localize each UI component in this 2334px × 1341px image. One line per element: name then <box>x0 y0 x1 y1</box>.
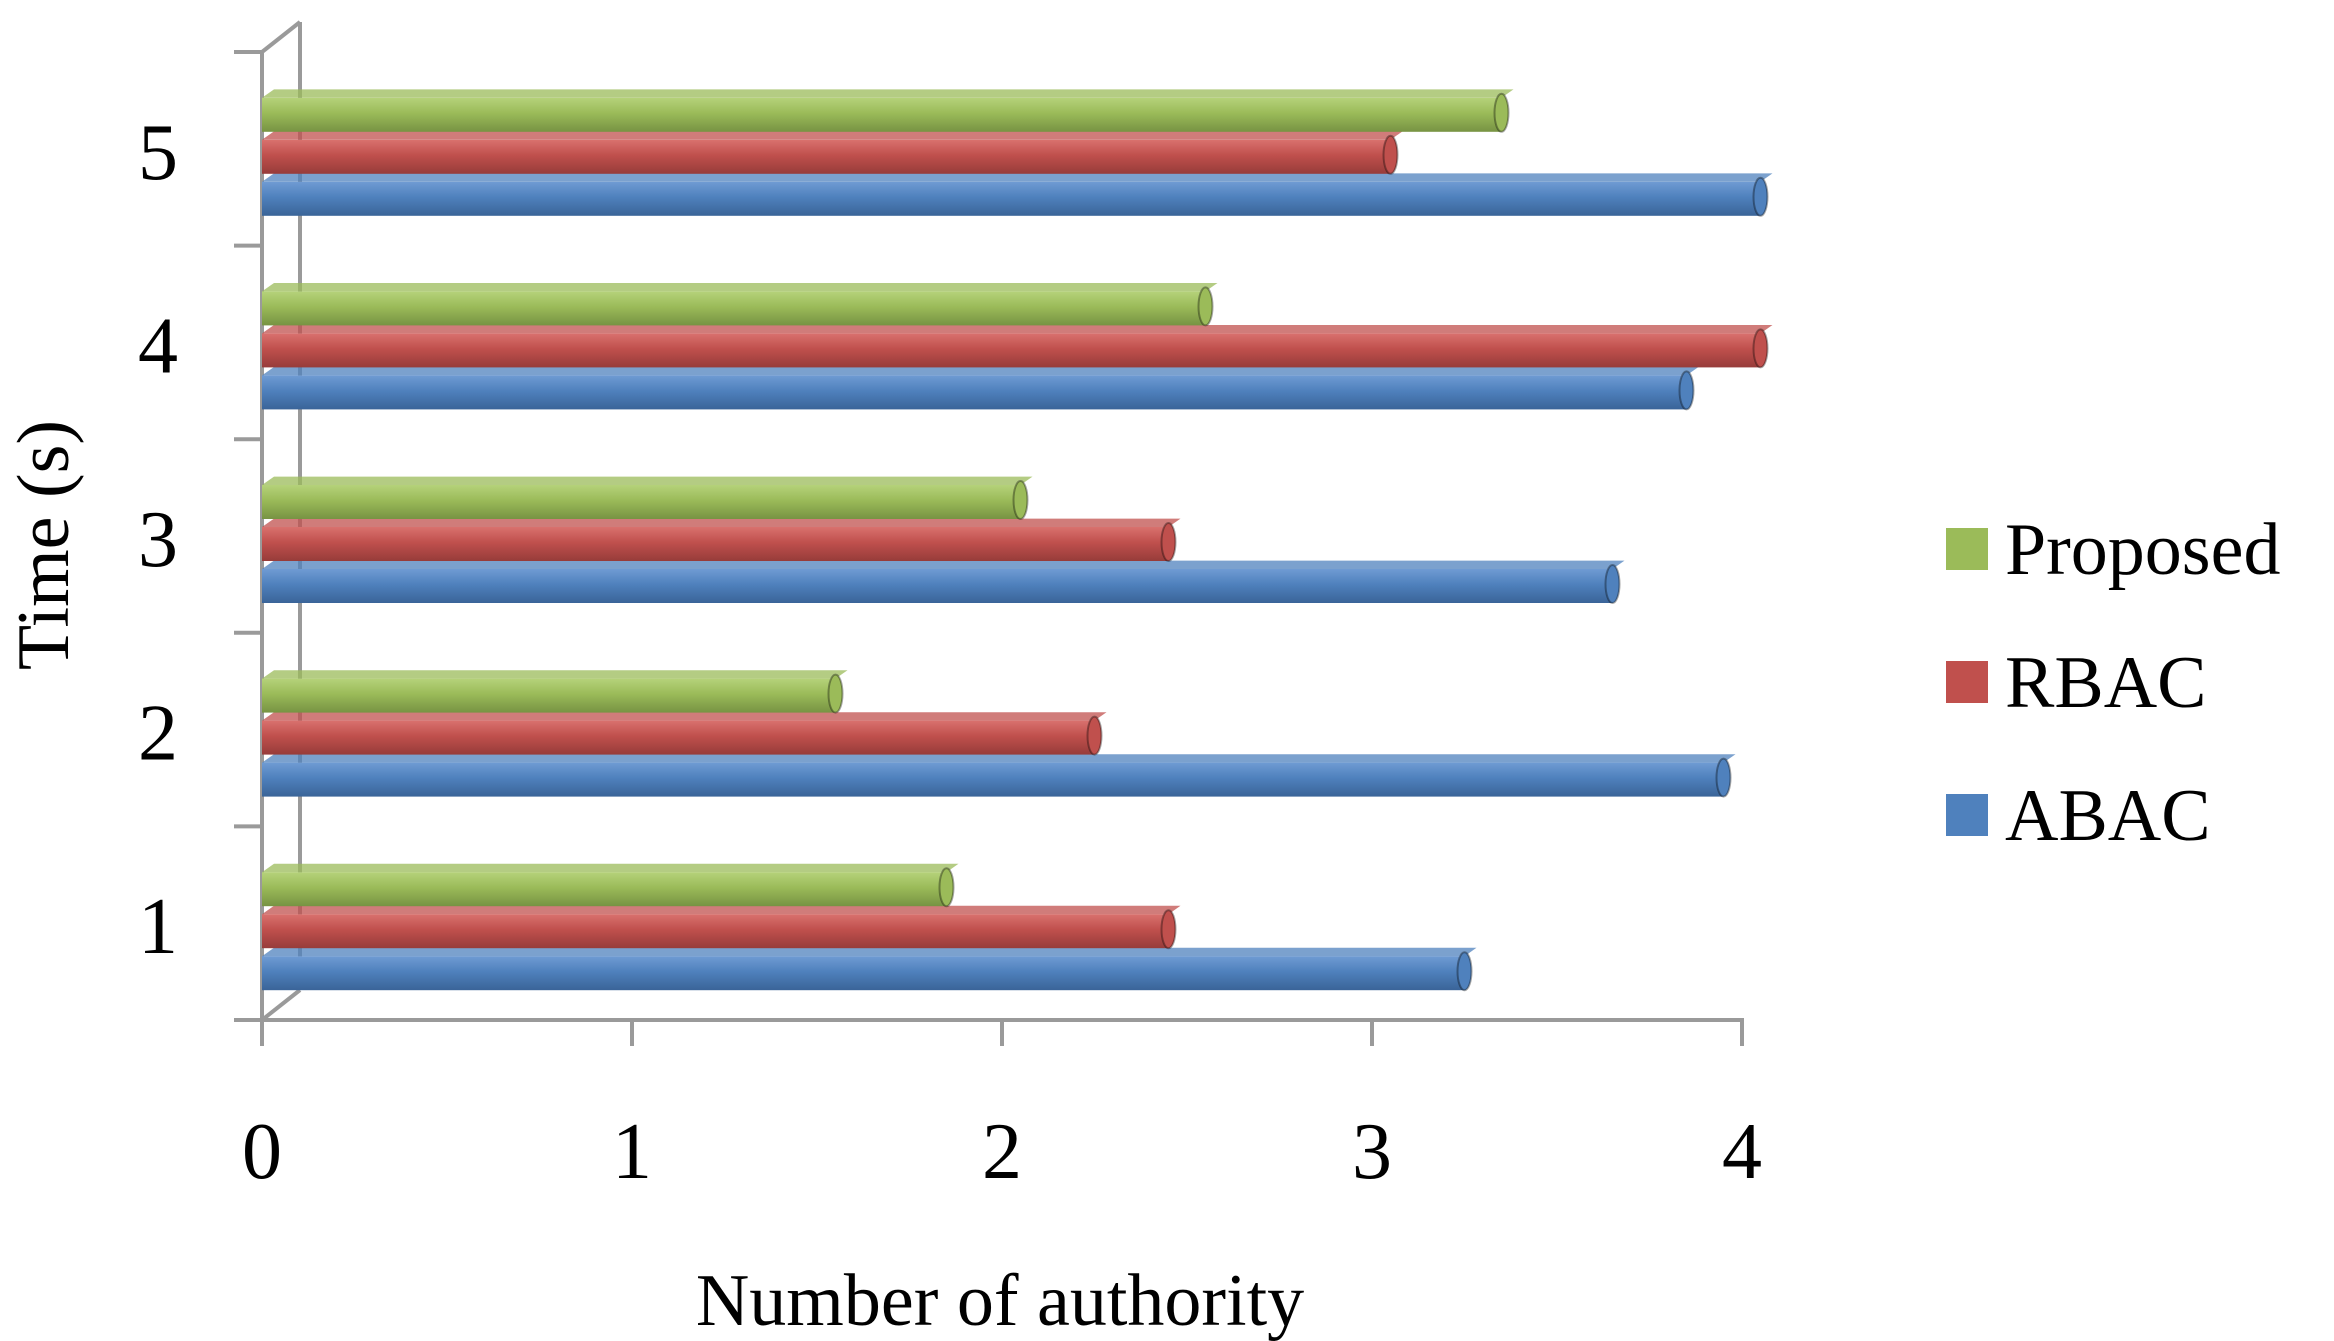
legend: Proposed RBAC ABAC <box>1946 509 2280 857</box>
x-tick-label: 2 <box>982 1108 1022 1196</box>
bar-rbac-5 <box>262 131 1403 175</box>
bar-abac-2 <box>262 754 1736 798</box>
bar-abac-5 <box>262 173 1773 217</box>
bar-proposed-3 <box>262 476 1033 520</box>
bars-group <box>262 89 1773 992</box>
legend-item-proposed: Proposed <box>1946 509 2280 591</box>
depth-line-top <box>260 20 302 54</box>
bar-rbac-1 <box>262 905 1181 950</box>
y-tick-labels: 1 2 3 4 5 <box>138 109 178 971</box>
x-tick-label: 3 <box>1352 1108 1392 1196</box>
y-axis-ticks <box>234 50 262 1022</box>
y-tick-label: 1 <box>138 883 178 971</box>
legend-swatch <box>1946 794 1988 836</box>
legend-label: ABAC <box>2005 775 2211 857</box>
legend-label: Proposed <box>2005 509 2280 591</box>
bar-proposed-1 <box>262 863 959 908</box>
bar-rbac-2 <box>262 712 1107 756</box>
y-tick-label: 2 <box>138 690 178 778</box>
bar-abac-4 <box>262 367 1699 411</box>
x-tick-label: 1 <box>612 1108 652 1196</box>
legend-item-rbac: RBAC <box>1946 642 2207 724</box>
legend-swatch <box>1946 661 1988 703</box>
x-tick-label: 0 <box>242 1108 282 1196</box>
bar-abac-1 <box>262 947 1477 992</box>
x-axis-title: Number of authority <box>696 1260 1304 1341</box>
bar-abac-3 <box>262 560 1625 604</box>
x-axis-ticks <box>260 1020 1744 1046</box>
y-tick-label: 4 <box>138 302 178 390</box>
y-tick-label: 5 <box>138 109 178 197</box>
depth-line-bottom <box>260 988 302 1022</box>
bar-proposed-2 <box>262 670 848 714</box>
bar-proposed-4 <box>262 283 1218 327</box>
legend-item-abac: ABAC <box>1946 775 2211 857</box>
bar-proposed-5 <box>262 89 1514 133</box>
legend-swatch <box>1946 528 1988 570</box>
bar-rbac-3 <box>262 518 1181 562</box>
legend-label: RBAC <box>2005 642 2207 724</box>
bar-rbac-4 <box>262 325 1773 369</box>
x-tick-label: 4 <box>1722 1108 1762 1196</box>
y-axis-title: Time (s) <box>3 420 85 670</box>
x-tick-labels: 0 1 2 3 4 <box>242 1108 1762 1196</box>
y-tick-label: 3 <box>138 496 178 584</box>
